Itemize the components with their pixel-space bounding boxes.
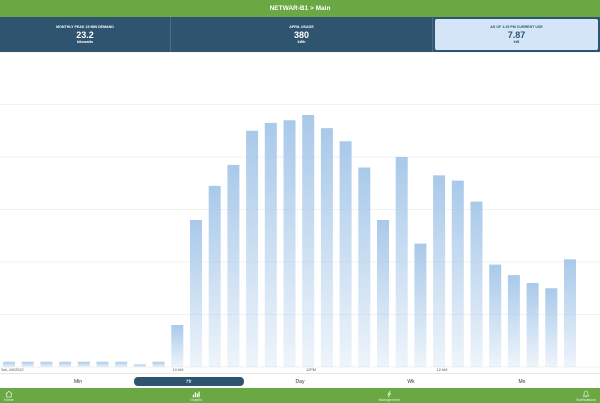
chart-bar[interactable] — [59, 361, 72, 367]
chart-bar[interactable] — [171, 325, 184, 367]
stat-value: 7.87 — [507, 30, 526, 40]
chart-bar[interactable] — [77, 361, 90, 367]
range-option-mo[interactable]: Mo — [518, 378, 526, 385]
chart-bar[interactable] — [339, 141, 352, 367]
chart-bar[interactable] — [227, 164, 240, 367]
chart-bar[interactable] — [3, 361, 15, 367]
stat-label: MONTHLY PEAK 15 MIN DEMAND — [56, 25, 114, 29]
tab-management[interactable]: Management — [379, 390, 400, 402]
chart-bar[interactable] — [115, 361, 128, 367]
chart-bar[interactable] — [395, 157, 408, 367]
chart-bar[interactable] — [358, 167, 371, 368]
tab-label: Graphs — [190, 397, 203, 402]
stat-unit: kWh — [297, 40, 306, 44]
stat-label: APRIL USAGE — [289, 25, 314, 29]
home-icon — [5, 390, 13, 397]
chart-bar[interactable] — [264, 122, 277, 367]
chart-bar[interactable] — [507, 275, 520, 367]
stat-value: 380 — [293, 30, 310, 40]
chart-bar[interactable] — [414, 243, 427, 367]
tab-notifications[interactable]: Notifications — [576, 390, 596, 402]
chart-bar[interactable] — [545, 288, 558, 367]
chart-bar[interactable] — [133, 364, 146, 367]
management-icon — [387, 390, 392, 397]
chart-bar[interactable] — [190, 220, 202, 367]
chart-bar[interactable] — [489, 264, 502, 367]
usage-chart-svg: Sat, 4/9/2022 10 AM 12PM 12 AM — [0, 52, 600, 372]
bell-icon — [582, 390, 590, 397]
chart-bar[interactable] — [526, 283, 539, 367]
range-option-day[interactable]: Day — [295, 378, 305, 385]
chart-bar[interactable] — [302, 115, 315, 367]
stat-current-use-card: AS OF 1:15 PM CURRENT USE 7.87 kW — [435, 19, 598, 50]
chart-bar[interactable] — [470, 201, 483, 367]
chart-bar[interactable] — [451, 180, 464, 367]
chart-bar[interactable] — [433, 175, 446, 367]
chart-bar[interactable] — [283, 120, 296, 367]
x-tick-label: Sat, 4/9/2022 — [1, 368, 24, 372]
chart-bar[interactable] — [564, 259, 576, 367]
stat-unit: kW — [513, 40, 520, 44]
range-option-wk[interactable]: Wk — [407, 378, 415, 385]
stat-label: AS OF 1:15 PM CURRENT USE — [490, 25, 543, 29]
stat-current-use[interactable]: AS OF 1:15 PM CURRENT USE 7.87 kW — [432, 17, 600, 52]
chart-bar[interactable] — [208, 185, 221, 367]
x-tick-label: 12PM — [306, 368, 316, 372]
chart-bar[interactable] — [40, 361, 53, 367]
range-option-hr[interactable]: Hr — [134, 377, 244, 386]
tab-home[interactable]: Home — [4, 390, 14, 402]
tab-label: Management — [378, 397, 400, 402]
stat-unit: kilowatts — [76, 40, 94, 44]
tab-graphs[interactable]: Graphs — [190, 390, 202, 402]
chart-bar[interactable] — [21, 361, 34, 367]
graphs-icon — [192, 391, 200, 397]
x-tick-label: 12 AM — [437, 368, 448, 372]
chart-bar[interactable] — [96, 361, 109, 367]
chart-bar[interactable] — [377, 220, 389, 367]
usage-chart[interactable]: Sat, 4/9/2022 10 AM 12PM 12 AM — [0, 52, 600, 372]
tab-label: Notifications — [576, 397, 596, 402]
page-title: NETWAR-B1 > Main — [269, 5, 331, 12]
bottom-tab-bar: Home Graphs Management Notifications — [0, 388, 600, 403]
stat-usage[interactable]: APRIL USAGE 380 kWh — [170, 17, 432, 52]
chart-bar[interactable] — [246, 130, 259, 367]
tab-label: Home — [4, 397, 14, 402]
x-tick-label: 10 AM — [173, 368, 184, 372]
range-selector: Min Hr Day Wk Mo — [0, 373, 600, 388]
chart-bar[interactable] — [152, 361, 165, 367]
stats-bar: MONTHLY PEAK 15 MIN DEMAND 23.2 kilowatt… — [0, 17, 600, 52]
range-option-min[interactable]: Min — [73, 378, 83, 385]
stat-monthly-peak[interactable]: MONTHLY PEAK 15 MIN DEMAND 23.2 kilowatt… — [0, 17, 170, 52]
title-bar: NETWAR-B1 > Main — [0, 0, 600, 17]
chart-bar[interactable] — [320, 128, 333, 367]
stat-value: 23.2 — [76, 30, 94, 40]
